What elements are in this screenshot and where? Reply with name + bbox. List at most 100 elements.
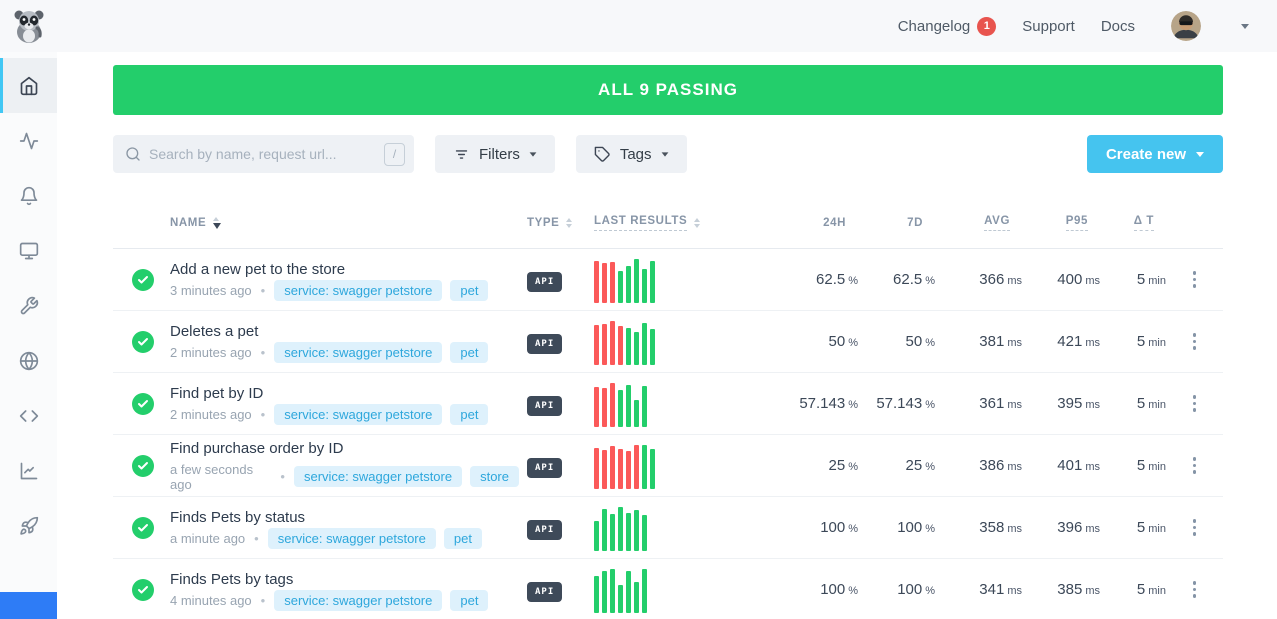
check-tag[interactable]: pet — [450, 404, 489, 425]
results-chart[interactable] — [594, 505, 733, 551]
column-header-t[interactable]: Δ T — [1100, 215, 1166, 231]
check-tag[interactable]: service: swagger petstore — [274, 342, 443, 363]
result-bar-pass[interactable] — [626, 265, 631, 303]
check-name[interactable]: Finds Pets by tags — [170, 571, 294, 588]
result-bar-pass[interactable] — [650, 448, 655, 489]
sidebar-item-dashboards[interactable] — [0, 223, 57, 278]
check-tag[interactable]: service: swagger petstore — [293, 466, 463, 487]
result-bar-pass[interactable] — [626, 570, 631, 613]
result-bar-pass[interactable] — [618, 270, 623, 303]
kebab-menu-icon[interactable] — [1185, 266, 1205, 293]
result-bar-fail[interactable] — [602, 323, 607, 365]
kebab-menu-icon[interactable] — [1185, 576, 1205, 603]
result-bar-pass[interactable] — [650, 260, 655, 303]
check-name[interactable]: Finds Pets by status — [170, 509, 306, 526]
kebab-menu-icon[interactable] — [1185, 514, 1205, 541]
sidebar-item-quickstart[interactable] — [0, 498, 57, 553]
check-name[interactable]: Add a new pet to the store — [170, 261, 346, 278]
result-bar-pass[interactable] — [634, 509, 639, 551]
result-bar-pass[interactable] — [642, 268, 647, 303]
result-bar-pass[interactable] — [626, 512, 631, 551]
result-bar-fail[interactable] — [602, 387, 607, 427]
check-name[interactable]: Find purchase order by ID — [170, 439, 344, 457]
result-bar-pass[interactable] — [602, 508, 607, 551]
result-bar-fail[interactable] — [618, 325, 623, 365]
check-tag[interactable]: pet — [443, 528, 482, 549]
check-row[interactable]: Finds Pets by status a minute ago • serv… — [113, 497, 1223, 559]
check-row[interactable]: Find pet by ID 2 minutes ago • service: … — [113, 373, 1223, 435]
check-tag[interactable]: store — [470, 466, 519, 487]
filters-button[interactable]: Filters — [435, 135, 555, 173]
check-tag[interactable]: service: swagger petstore — [274, 280, 443, 301]
search-input[interactable] — [141, 146, 384, 162]
result-bar-pass[interactable] — [642, 568, 647, 613]
account-caret-icon[interactable] — [1241, 23, 1249, 29]
check-tag[interactable]: pet — [450, 590, 489, 611]
user-avatar[interactable] — [1171, 11, 1201, 41]
sidebar-item-maintenance-windows[interactable] — [0, 278, 57, 333]
results-chart[interactable] — [594, 319, 733, 365]
sidebar-item-checks[interactable] — [0, 113, 57, 168]
result-bar-pass[interactable] — [634, 399, 639, 427]
result-bar-pass[interactable] — [610, 513, 615, 551]
results-chart[interactable] — [594, 443, 733, 489]
check-tag[interactable]: service: swagger petstore — [274, 404, 443, 425]
result-bar-fail[interactable] — [594, 324, 599, 365]
result-bar-fail[interactable] — [626, 450, 631, 489]
tags-button[interactable]: Tags — [575, 135, 687, 173]
result-bar-fail[interactable] — [634, 444, 639, 489]
result-bar-fail[interactable] — [594, 386, 599, 427]
search-box[interactable]: / — [113, 135, 414, 173]
result-bar-pass[interactable] — [634, 258, 639, 303]
results-chart[interactable] — [594, 381, 733, 427]
nav-docs[interactable]: Docs — [1101, 18, 1135, 35]
result-bar-pass[interactable] — [642, 385, 647, 427]
result-bar-pass[interactable] — [626, 384, 631, 427]
result-bar-fail[interactable] — [610, 382, 615, 427]
sidebar-item-alerts[interactable] — [0, 168, 57, 223]
result-bar-pass[interactable] — [650, 328, 655, 365]
check-tag[interactable]: service: swagger petstore — [267, 528, 436, 549]
result-bar-pass[interactable] — [610, 568, 615, 613]
check-row[interactable]: Add a new pet to the store 3 minutes ago… — [113, 249, 1223, 311]
result-bar-pass[interactable] — [642, 514, 647, 551]
result-bar-fail[interactable] — [594, 447, 599, 489]
sidebar-item-private-locations[interactable] — [0, 333, 57, 388]
result-bar-pass[interactable] — [642, 444, 647, 489]
results-chart[interactable] — [594, 567, 733, 613]
result-bar-fail[interactable] — [618, 448, 623, 489]
results-chart[interactable] — [594, 257, 733, 303]
result-bar-pass[interactable] — [618, 389, 623, 427]
result-bar-pass[interactable] — [594, 575, 599, 613]
check-row[interactable]: Find purchase order by ID a few seconds … — [113, 435, 1223, 497]
result-bar-fail[interactable] — [610, 261, 615, 303]
result-bar-pass[interactable] — [618, 506, 623, 551]
check-tag[interactable]: pet — [450, 280, 489, 301]
result-bar-pass[interactable] — [642, 322, 647, 365]
kebab-menu-icon[interactable] — [1185, 390, 1205, 417]
check-tag[interactable]: service: swagger petstore — [274, 590, 443, 611]
result-bar-pass[interactable] — [626, 327, 631, 365]
result-bar-pass[interactable] — [602, 570, 607, 613]
sidebar-item-analytics[interactable] — [0, 443, 57, 498]
result-bar-pass[interactable] — [634, 581, 639, 613]
result-bar-pass[interactable] — [634, 331, 639, 365]
kebab-menu-icon[interactable] — [1185, 452, 1205, 479]
sidebar-item-snippets[interactable] — [0, 388, 57, 443]
column-header-7d[interactable]: 7D — [858, 217, 935, 229]
result-bar-fail[interactable] — [602, 449, 607, 489]
column-header-type[interactable]: TYPE — [527, 217, 591, 229]
check-row[interactable]: Deletes a pet 2 minutes ago • service: s… — [113, 311, 1223, 373]
raccoon-logo[interactable] — [12, 8, 46, 44]
result-bar-fail[interactable] — [610, 445, 615, 489]
column-header-p95[interactable]: P95 — [1022, 215, 1100, 231]
result-bar-fail[interactable] — [594, 260, 599, 303]
nav-changelog[interactable]: Changelog 1 — [898, 16, 997, 36]
check-tag[interactable]: pet — [450, 342, 489, 363]
result-bar-fail[interactable] — [610, 320, 615, 365]
result-bar-pass[interactable] — [594, 520, 599, 551]
check-name[interactable]: Deletes a pet — [170, 323, 259, 340]
column-header-last-results[interactable]: LAST RESULTS — [591, 215, 733, 231]
kebab-menu-icon[interactable] — [1185, 328, 1205, 355]
column-header-name[interactable]: NAME — [157, 216, 527, 229]
